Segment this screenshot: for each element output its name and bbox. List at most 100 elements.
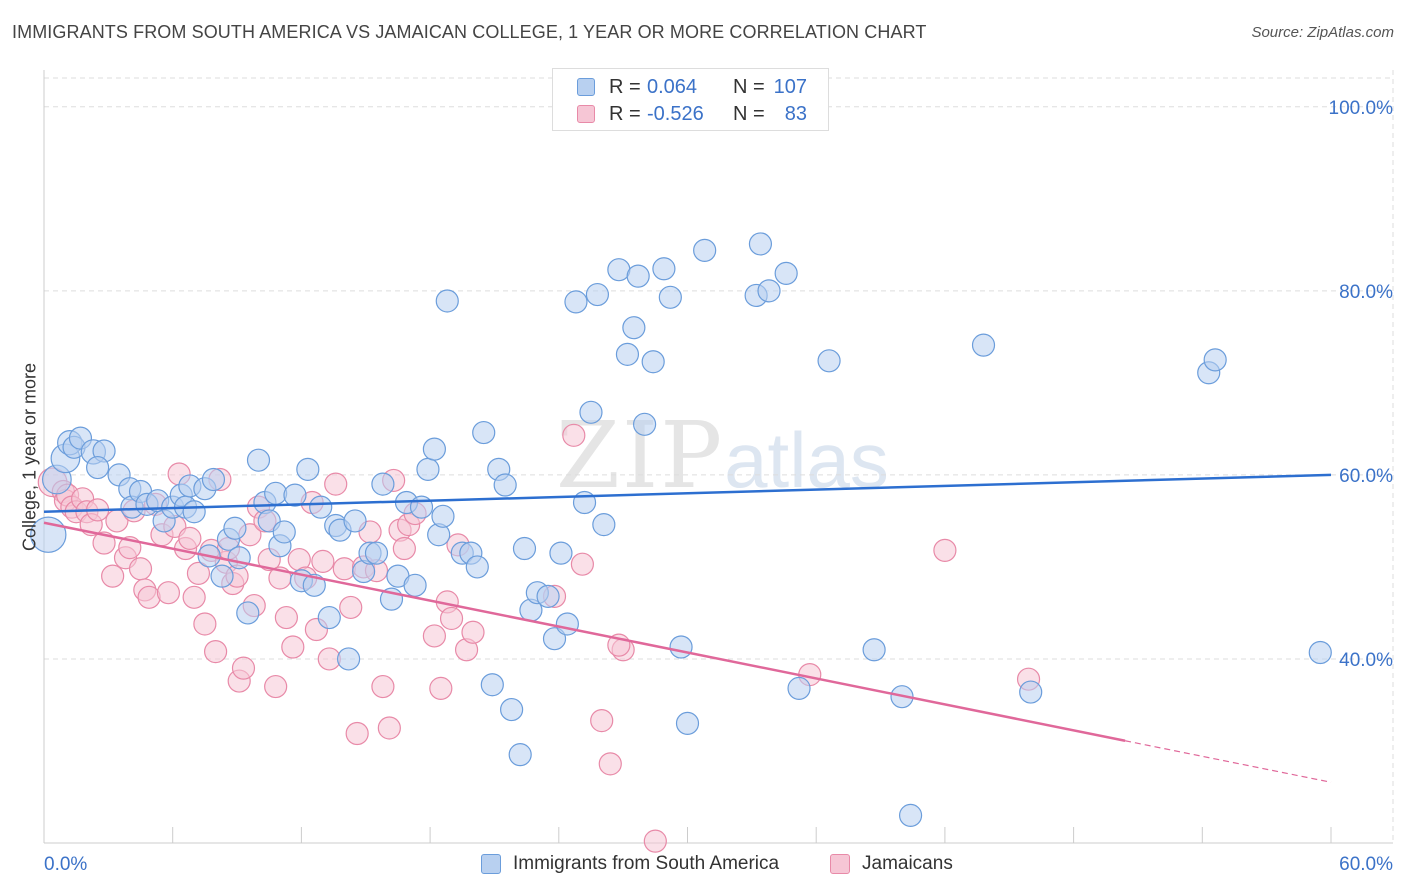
south-america-point bbox=[748, 232, 773, 256]
legend-item-jamaicans[interactable]: Jamaicans bbox=[830, 853, 953, 875]
jamaicans-point bbox=[193, 612, 217, 636]
jamaicans-point bbox=[317, 647, 341, 671]
n-value: 83 bbox=[784, 102, 807, 125]
legend-swatch-pink bbox=[830, 854, 850, 874]
south-america-point bbox=[236, 601, 260, 625]
south-america-point bbox=[296, 457, 320, 481]
r-value: 0.064 bbox=[647, 75, 698, 98]
south-america-point bbox=[632, 412, 657, 436]
south-america-point bbox=[536, 584, 560, 608]
x-tick-label: 0.0% bbox=[44, 854, 87, 875]
jamaicans-point bbox=[128, 557, 153, 581]
jamaicans-point bbox=[137, 585, 161, 609]
jamaicans-trend-line bbox=[43, 521, 1126, 742]
south-america-point bbox=[272, 520, 296, 544]
jamaicans-point bbox=[156, 581, 181, 605]
south-america-point bbox=[693, 238, 717, 262]
south-america-point bbox=[472, 420, 496, 445]
south-america-point bbox=[592, 512, 616, 537]
jamaicans-point bbox=[182, 585, 206, 609]
south-america-point bbox=[500, 697, 524, 722]
south-america-point bbox=[223, 516, 247, 540]
r-value: -0.526 bbox=[647, 102, 704, 125]
south-america-point bbox=[579, 400, 603, 424]
legend-row-jamaicans: R = -0.526 N = 83 bbox=[577, 102, 807, 126]
jamaicans-point bbox=[590, 709, 614, 733]
south-america-point bbox=[641, 350, 665, 374]
jamaicans-trend-extension bbox=[1124, 740, 1332, 783]
south-america-point bbox=[416, 457, 440, 481]
south-america-point bbox=[246, 448, 271, 472]
south-america-point bbox=[364, 541, 389, 565]
south-america-point bbox=[1019, 680, 1043, 704]
south-america-point bbox=[675, 711, 700, 735]
r-label: R = bbox=[609, 75, 641, 98]
south-america-point bbox=[862, 638, 886, 662]
south-america-point bbox=[86, 455, 110, 480]
y-tick-label: 60.0% bbox=[1339, 466, 1393, 487]
south-america-point bbox=[555, 612, 579, 636]
correlation-legend: R = 0.064 N = 107 R = -0.526 N = 83 bbox=[552, 68, 829, 131]
south-america-point bbox=[1203, 348, 1227, 372]
south-america-point bbox=[585, 282, 610, 307]
jamaicans-point bbox=[933, 538, 957, 562]
jamaicans-point bbox=[186, 561, 211, 585]
jamaicans-point bbox=[311, 549, 335, 574]
jamaicans-point bbox=[274, 605, 298, 630]
south-america-points bbox=[30, 232, 1332, 827]
south-america-point bbox=[435, 289, 459, 313]
jamaicans-point bbox=[231, 656, 256, 680]
jamaicans-point bbox=[371, 674, 395, 699]
legend-item-south-america[interactable]: Immigrants from South America bbox=[481, 853, 779, 875]
jamaicans-point bbox=[101, 564, 125, 588]
legend-label: Jamaicans bbox=[862, 853, 953, 874]
y-tick-label: 100.0% bbox=[1329, 98, 1394, 119]
south-america-point bbox=[512, 536, 537, 561]
legend-swatch-blue bbox=[481, 854, 501, 874]
jamaicans-point bbox=[377, 716, 401, 740]
source-label: Source: ZipAtlas.com bbox=[1251, 24, 1394, 41]
south-america-point bbox=[787, 676, 811, 701]
jamaicans-point bbox=[281, 635, 305, 659]
south-america-point bbox=[817, 349, 841, 373]
jamaicans-point bbox=[461, 620, 485, 644]
south-america-point bbox=[309, 495, 333, 519]
y-axis-label: College, 1 year or more bbox=[19, 362, 40, 552]
x-tick-label: 60.0% bbox=[1339, 854, 1393, 875]
south-america-point bbox=[317, 605, 341, 630]
south-america-point bbox=[480, 673, 504, 697]
jamaicans-point bbox=[345, 721, 369, 746]
legend-swatch-blue bbox=[577, 78, 595, 96]
r-label: R = bbox=[609, 102, 641, 125]
south-america-point bbox=[431, 504, 455, 528]
south-america-point bbox=[898, 803, 923, 827]
jamaicans-point bbox=[562, 423, 586, 447]
legend-row-south-america: R = 0.064 N = 107 bbox=[577, 75, 807, 99]
south-america-point bbox=[626, 264, 650, 288]
series-legend: Immigrants from South America Jamaicans bbox=[0, 851, 1406, 879]
jamaicans-point bbox=[429, 676, 453, 701]
jamaicans-point bbox=[570, 552, 594, 576]
south-america-point bbox=[493, 473, 517, 497]
jamaicans-point bbox=[92, 531, 116, 555]
tick-labels: 40.0% 60.0% 80.0% 100.0% 0.0% 60.0% bbox=[44, 98, 1393, 875]
jamaicans-point bbox=[178, 526, 202, 551]
jamaicans-point bbox=[422, 624, 446, 648]
south-america-point bbox=[549, 541, 573, 565]
south-america-point bbox=[201, 467, 226, 492]
south-america-point bbox=[564, 290, 588, 314]
y-tick-label: 40.0% bbox=[1339, 650, 1393, 671]
south-america-trend-line bbox=[43, 473, 1332, 513]
jamaicans-point bbox=[324, 472, 348, 496]
jamaicans-point bbox=[643, 829, 667, 853]
grid bbox=[44, 70, 1394, 843]
south-america-point bbox=[652, 257, 676, 281]
south-america-point bbox=[757, 279, 781, 303]
south-america-point bbox=[465, 555, 489, 579]
south-america-point bbox=[302, 573, 326, 597]
south-america-point bbox=[422, 437, 446, 461]
south-america-point bbox=[210, 564, 234, 588]
south-america-point bbox=[658, 285, 682, 309]
south-america-point bbox=[622, 316, 646, 340]
south-america-point bbox=[343, 509, 367, 533]
